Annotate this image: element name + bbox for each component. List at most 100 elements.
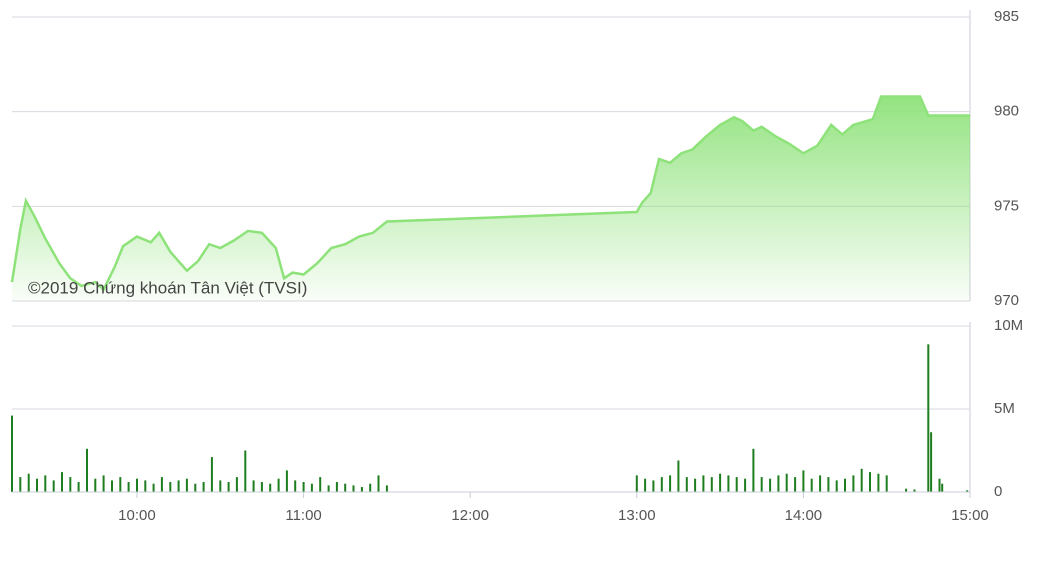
- volume-bar: [852, 475, 855, 492]
- volume-bar: [652, 480, 655, 492]
- volume-bar: [744, 478, 747, 492]
- x-tick-label: 15:00: [951, 507, 989, 524]
- volume-bar: [885, 475, 888, 492]
- volume-bar: [360, 487, 363, 492]
- volume-bar: [860, 468, 863, 492]
- x-tick-label: 13:00: [618, 507, 656, 524]
- volume-bar: [344, 483, 347, 492]
- volume-bar: [269, 483, 272, 492]
- volume-bar: [719, 473, 722, 492]
- volume-bar: [702, 475, 705, 492]
- volume-bar: [377, 475, 380, 492]
- y-tick-label: 970: [994, 292, 1019, 309]
- volume-bar: [844, 478, 846, 492]
- volume-bar: [727, 475, 730, 492]
- y-tick-label: 975: [994, 197, 1019, 214]
- volume-bar: [219, 480, 222, 492]
- volume-bar: [941, 483, 944, 492]
- volume-bar: [869, 472, 871, 492]
- x-tick-label: 11:00: [285, 507, 321, 524]
- volume-bar: [877, 473, 880, 492]
- volume-bar: [905, 488, 908, 492]
- volume-bar: [827, 477, 830, 492]
- x-tick-label: 14:00: [785, 507, 823, 524]
- volume-bar: [802, 470, 805, 492]
- volume-bar: [835, 480, 838, 492]
- volume-bar: [27, 473, 30, 492]
- volume-bar: [52, 480, 55, 492]
- volume-bar: [777, 475, 780, 492]
- volume-bar: [735, 477, 738, 492]
- volume-bar: [302, 482, 305, 492]
- volume-bar: [136, 478, 138, 492]
- volume-bar: [913, 489, 916, 492]
- volume-bar: [210, 457, 213, 492]
- volume-bar: [710, 477, 713, 492]
- volume-bar: [244, 450, 247, 492]
- y-tick-label: 10M: [994, 317, 1023, 334]
- volume-bar: [352, 485, 355, 492]
- volume-bar: [752, 448, 755, 492]
- volume-bar: [694, 478, 697, 492]
- volume-bar: [36, 478, 38, 492]
- price-area: [12, 96, 970, 301]
- volume-bar: [930, 432, 933, 492]
- volume-bar: [177, 480, 180, 492]
- volume-bar: [94, 478, 97, 492]
- y-tick-label: 5M: [994, 400, 1015, 417]
- volume-bar: [327, 485, 330, 492]
- volume-bar: [785, 473, 788, 492]
- y-tick-label: 0: [994, 483, 1002, 500]
- volume-bar: [19, 477, 22, 492]
- volume-bar: [669, 475, 672, 492]
- volume-bar: [77, 482, 80, 492]
- volume-bar: [144, 480, 147, 492]
- volume-bar: [227, 482, 230, 492]
- volume-bar: [769, 478, 772, 492]
- price-line: [10, 95, 970, 292]
- x-tick-label: 12:00: [451, 507, 489, 524]
- x-tick-label: 10:00: [118, 507, 156, 524]
- volume-bar: [252, 480, 255, 492]
- volume-bar: [11, 415, 13, 492]
- volume-bar: [966, 490, 969, 492]
- volume-bar: [69, 477, 72, 492]
- volume-bar: [927, 344, 930, 492]
- volume-bar: [319, 477, 322, 492]
- volume-bar: [235, 477, 238, 492]
- volume-bar: [61, 472, 63, 492]
- volume-bar: [369, 483, 372, 492]
- volume-bar: [938, 478, 941, 492]
- volume-bar: [202, 482, 205, 492]
- volume-bar: [44, 475, 47, 492]
- volume-bar: [335, 482, 338, 492]
- volume-bar: [810, 478, 813, 492]
- volume-bar: [194, 483, 197, 492]
- volume-bar: [152, 483, 155, 492]
- volume-bar: [644, 478, 647, 492]
- volume-bar: [385, 485, 388, 492]
- volume-bar: [260, 482, 263, 492]
- volume-bar: [86, 448, 88, 492]
- volume-bar: [127, 482, 130, 492]
- volume-bar: [169, 482, 172, 492]
- y-tick-label: 985: [994, 8, 1019, 25]
- volume-bar: [677, 460, 680, 492]
- volume-bar: [794, 477, 797, 492]
- volume-bar: [685, 477, 688, 492]
- volume-bar: [111, 480, 113, 492]
- y-tick-label: 980: [994, 103, 1019, 120]
- volume-bar: [760, 477, 763, 492]
- watermark: ©2019 Chứng khoán Tân Việt (TVSI): [28, 278, 307, 297]
- volume-bar: [119, 477, 122, 492]
- volume-bar: [185, 478, 188, 492]
- volume-bar: [660, 477, 663, 492]
- volume-bar: [160, 477, 163, 492]
- volume-bar: [277, 478, 280, 492]
- volume-bar: [310, 483, 313, 492]
- volume-bar: [102, 475, 105, 492]
- volume-bar: [285, 470, 288, 492]
- volume-bar: [819, 475, 822, 492]
